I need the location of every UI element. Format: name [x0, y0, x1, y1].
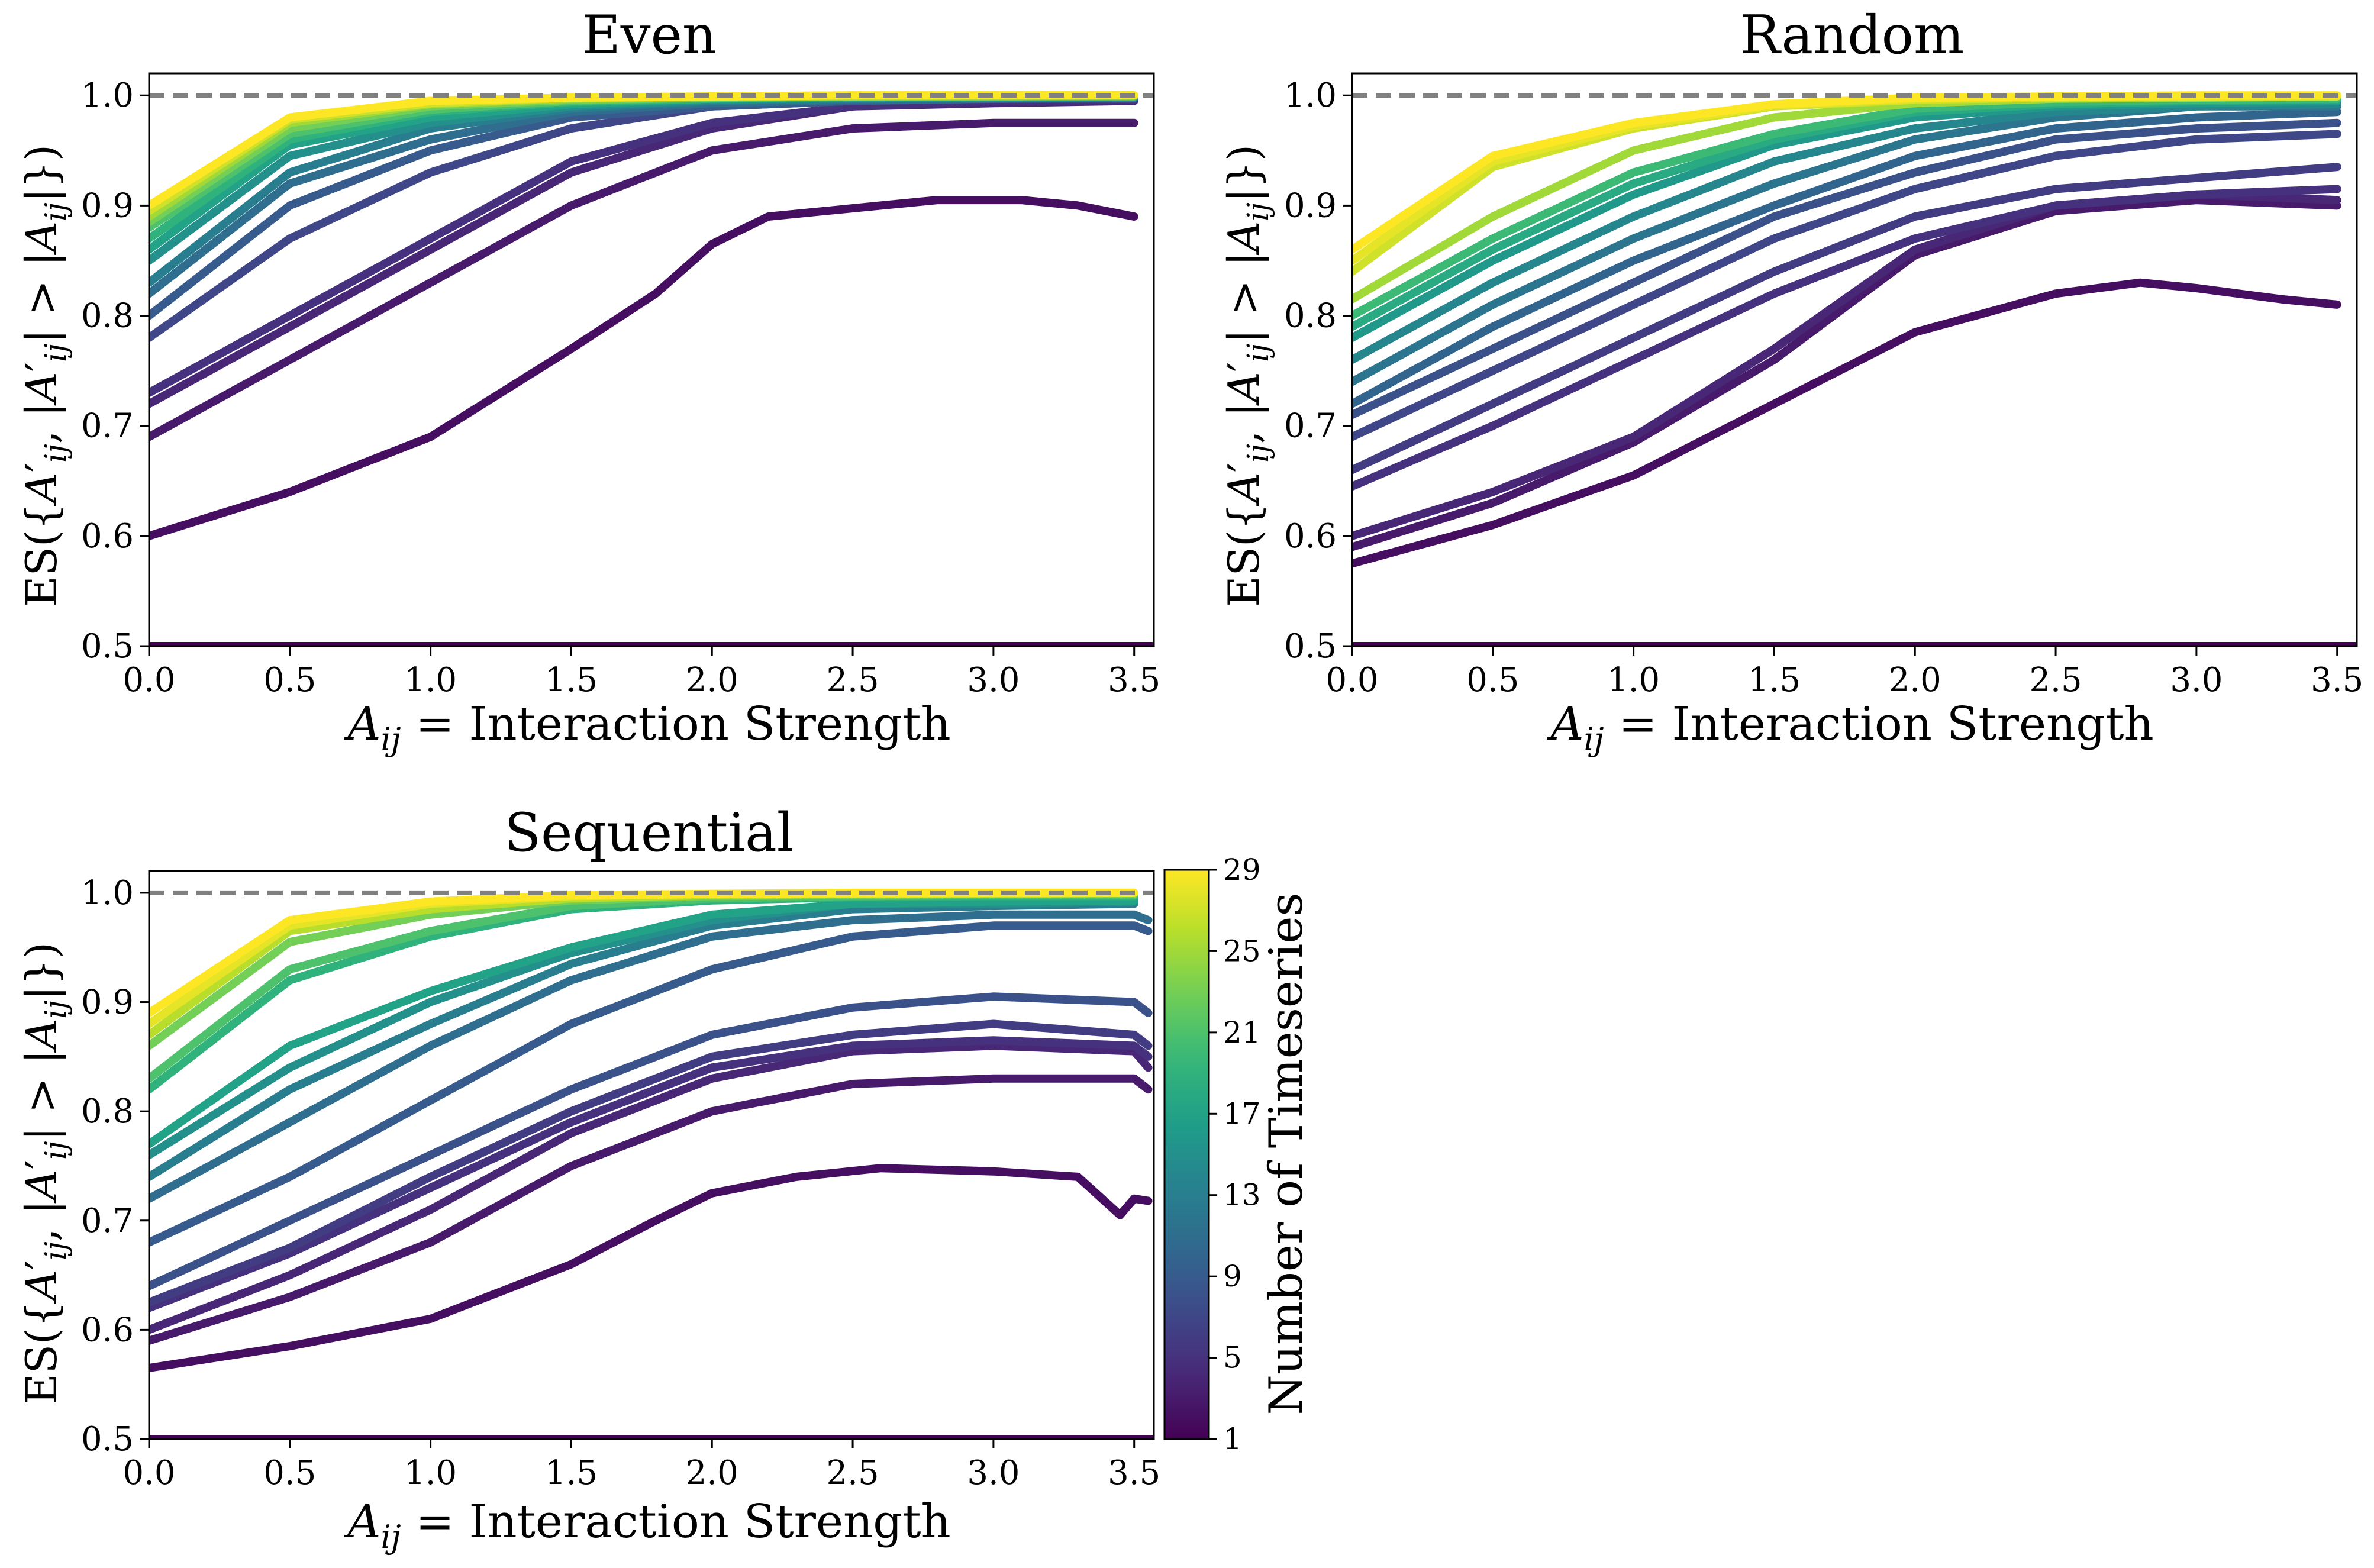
plot-area: 0.0 0.5 1.0 1.5 2.0 2.5 3.0 3.50.50.60.70.80.91…: [1284, 72, 2363, 699]
series-lines: [1352, 91, 2357, 646]
colorbar-tick-label: 21: [1223, 1015, 1261, 1050]
x-tick-label: 3.0: [967, 661, 1020, 699]
y-tick-label: 0.7: [1284, 407, 1337, 446]
colorbar-tick-label: 17: [1223, 1096, 1261, 1131]
colorbar: 1 5 9 13 17 21 25 29 Number of Timeseries: [1163, 853, 1313, 1456]
y-tick-label: 0.9: [81, 983, 134, 1022]
y-tick-label: 0.8: [81, 1092, 134, 1131]
x-axis-label: Aij = Interaction Strength: [344, 698, 951, 758]
series-line-3: [149, 1074, 1153, 1345]
panel-random: Random 0.0 0.5 1.0 1.5 2.0 2.5 3.0 3.50.50.60.7…: [1219, 4, 2363, 758]
y-axis-label: ES({A′ij, |A′ij| > |Aij|}): [17, 942, 73, 1405]
plot-frame: [148, 72, 1155, 647]
series-line-29: [149, 91, 1138, 210]
series-line-3: [1352, 196, 2341, 551]
y-tick-label: 0.9: [1284, 186, 1337, 225]
y-tick-label: 0.6: [1284, 517, 1337, 556]
series-lines: [149, 91, 1154, 646]
y-tick-label: 0.5: [81, 1420, 134, 1459]
y-tick-label: 1.0: [81, 76, 134, 115]
series-line-5: [1352, 185, 2341, 491]
panel-sequential: Sequential 0.0 0.5 1.0 1.5 2.0 2.5 3.0 3.50.50.…: [17, 802, 1160, 1556]
colorbar-tick-label: 25: [1223, 934, 1261, 968]
colorbar-tick-label: 1: [1223, 1422, 1242, 1456]
panel-title: Even: [582, 4, 717, 66]
series-line-3: [149, 118, 1138, 441]
x-tick-label: 3.5: [2311, 661, 2363, 699]
series-line-11: [149, 910, 1153, 1203]
panel-title: Sequential: [504, 802, 794, 864]
y-tick-label: 0.6: [81, 1311, 134, 1349]
series-lines: [149, 888, 1154, 1439]
x-tick-label: 2.0: [1889, 661, 1941, 699]
x-tick-label: 2.5: [827, 1454, 879, 1492]
x-tick-label: 3.5: [1108, 1454, 1160, 1492]
colorbar-tick-label: 13: [1223, 1178, 1261, 1212]
series-line-10: [1352, 108, 2341, 408]
x-tick-label: 1.0: [404, 661, 457, 699]
series-line-6: [149, 1019, 1153, 1307]
x-tick-label: 2.5: [827, 661, 879, 699]
series-line-7: [1352, 130, 2341, 441]
y-tick-label: 0.7: [81, 1202, 134, 1240]
x-tick-label: 0.5: [1466, 661, 1519, 699]
plot-frame: [148, 870, 1155, 1440]
x-tick-label: 2.0: [686, 1454, 738, 1492]
x-tick-label: 2.0: [686, 661, 738, 699]
x-tick-label: 0.5: [263, 1454, 316, 1492]
x-tick-label: 3.0: [2170, 661, 2223, 699]
series-line-9: [149, 921, 1153, 1247]
panel-even: Even 0.0 0.5 1.0 1.5 2.0 2.5 3.0 3.50.50.60.70.…: [17, 4, 1160, 758]
colorbar-gradient: [1163, 869, 1210, 1440]
y-tick-label: 0.5: [81, 627, 134, 666]
series-line-6: [1352, 163, 2341, 475]
plot-area: 0.0 0.5 1.0 1.5 2.0 2.5 3.0 3.50.50.60.70.80.91…: [81, 870, 1160, 1492]
y-tick-label: 0.7: [81, 407, 134, 446]
x-tick-label: 1.5: [545, 1454, 598, 1492]
x-tick-label: 3.0: [967, 1454, 1020, 1492]
colorbar-ticks: 1 5 9 13 17 21 25 29: [1209, 853, 1261, 1456]
x-tick-label: 0.0: [1325, 661, 1378, 699]
x-tick-label: 1.0: [1607, 661, 1660, 699]
y-tick-label: 1.0: [81, 874, 134, 912]
series-line-17: [149, 896, 1138, 1148]
x-axis-label: Aij = Interaction Strength: [344, 1495, 951, 1556]
x-tick-label: 0.0: [122, 1454, 175, 1492]
series-line-8: [149, 992, 1153, 1290]
series-line-2: [1352, 278, 2341, 568]
x-tick-label: 0.5: [263, 661, 316, 699]
x-tick-label: 1.5: [1748, 661, 1801, 699]
y-tick-label: 0.8: [1284, 297, 1337, 335]
series-line-29: [149, 888, 1138, 1017]
series-line-4: [149, 1041, 1153, 1334]
x-tick-label: 1.5: [545, 661, 598, 699]
x-axis-label: Aij = Interaction Strength: [1547, 698, 2154, 758]
y-tick-label: 0.9: [81, 186, 134, 225]
series-line-2: [149, 196, 1138, 540]
colorbar-tick-label: 29: [1223, 853, 1261, 887]
y-tick-label: 0.6: [81, 517, 134, 556]
plot-area: 0.0 0.5 1.0 1.5 2.0 2.5 3.0 3.50.50.60.70.80.91…: [81, 72, 1160, 699]
colorbar-label: Number of Timeseries: [1260, 893, 1313, 1415]
series-line-8: [1352, 118, 2341, 420]
plot-frame: [1351, 72, 2358, 647]
x-tick-label: 2.5: [2030, 661, 2082, 699]
series-line-2: [149, 1164, 1153, 1372]
y-tick-label: 0.8: [81, 297, 134, 335]
x-tick-label: 0.0: [122, 661, 175, 699]
colorbar-tick-label: 9: [1223, 1259, 1242, 1293]
y-axis-label: ES({A′ij, |A′ij| > |Aij|}): [17, 144, 73, 607]
y-tick-label: 1.0: [1284, 76, 1337, 115]
y-axis-label: ES({A′ij, |A′ij| > |Aij|}): [1219, 144, 1275, 607]
x-tick-label: 1.0: [404, 1454, 457, 1492]
colorbar-tick-label: 5: [1223, 1341, 1242, 1375]
series-line-29: [1352, 91, 2341, 254]
x-tick-label: 3.5: [1108, 661, 1160, 699]
y-tick-label: 0.5: [1284, 627, 1337, 666]
series-line-5: [149, 1036, 1153, 1312]
panel-title: Random: [1740, 4, 1965, 66]
